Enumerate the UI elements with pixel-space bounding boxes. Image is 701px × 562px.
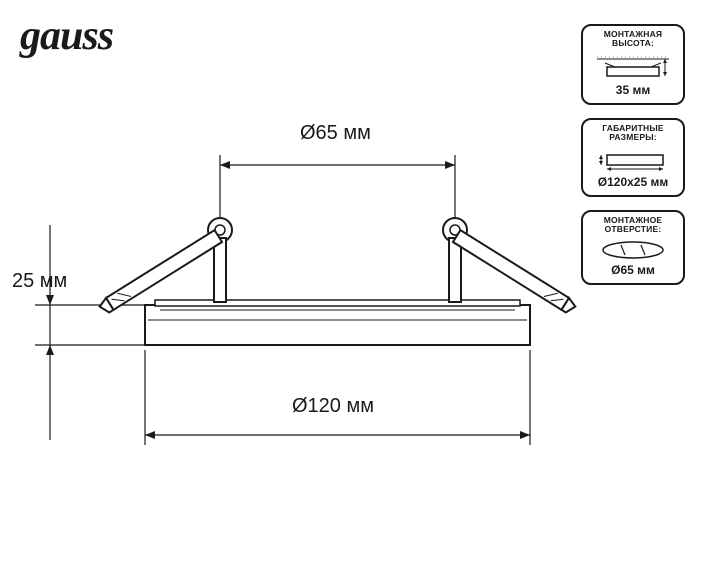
spec-size-icon	[587, 147, 679, 173]
spec-title: ГАБАРИТНЫЕ РАЗМЕРЫ:	[587, 124, 679, 143]
spec-box-overall-size: ГАБАРИТНЫЕ РАЗМЕРЫ: Ø120х25 мм	[581, 118, 685, 197]
bottom-diameter-label: Ø120 мм	[292, 395, 374, 418]
spec-height-icon	[587, 53, 679, 81]
spec-title: МОНТАЖНАЯ ВЫСОТА:	[587, 30, 679, 49]
spec-box-mounting-hole: МОНТАЖНОЕ ОТВЕРСТИЕ: Ø65 мм	[581, 210, 685, 285]
fixture-body	[145, 300, 530, 345]
spec-title-line: ОТВЕРСТИЕ:	[605, 224, 662, 234]
spec-value: 35 мм	[587, 83, 679, 97]
height-dimension-line	[35, 225, 148, 440]
technical-drawing: Ø65 мм 25 мм Ø120 мм	[30, 110, 590, 530]
spec-hole-icon	[587, 239, 679, 261]
spec-title: МОНТАЖНОЕ ОТВЕРСТИЕ:	[587, 216, 679, 235]
height-label: 25 мм	[12, 270, 67, 293]
brand-logo: gauss	[20, 12, 113, 60]
spec-box-mounting-height: МОНТАЖНАЯ ВЫСОТА: 35 мм	[581, 24, 685, 105]
spec-title-line: ВЫСОТА:	[612, 38, 654, 48]
spec-value: Ø65 мм	[587, 263, 679, 277]
spec-title-line: РАЗМЕРЫ:	[609, 132, 657, 142]
spec-value: Ø120х25 мм	[587, 175, 679, 189]
top-dimension-line	[220, 155, 455, 300]
top-diameter-label: Ø65 мм	[300, 122, 371, 145]
